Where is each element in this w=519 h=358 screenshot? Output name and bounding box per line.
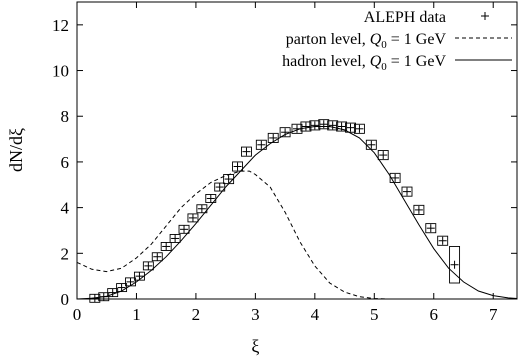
data-point [449,246,461,284]
y-tick-label: 6 [61,153,70,172]
data-point [345,122,356,133]
data-point [425,223,437,234]
series-layer [76,119,518,303]
data-point [389,172,401,183]
data-point [232,161,243,172]
x-tick-label: 6 [430,305,439,324]
error-box [425,223,437,234]
error-box [232,161,243,172]
data-point [142,261,154,271]
plot-frame [76,1,518,300]
data-point [241,146,252,157]
x-tick-label: 4 [311,305,320,324]
error-box [389,172,401,183]
data-point [377,150,389,161]
data-point [255,139,267,150]
data-point [223,174,235,185]
data-point [178,224,190,234]
error-box [353,123,365,134]
data-point [160,242,172,251]
error-box [300,121,312,132]
data-point [327,120,339,131]
x-tick-label: 0 [73,305,82,324]
y-axis-label: dN/dξ [6,128,26,172]
error-box [318,119,330,130]
legend-label: parton level, Q0 = 1 GeV [286,31,447,51]
legend-label: hadron level, Q0 = 1 GeV [282,53,446,73]
error-box [437,235,449,246]
data-point [196,204,208,214]
y-tick-label: 0 [61,290,70,309]
data-point [353,123,365,134]
error-box [413,204,425,215]
x-tick-label: 3 [251,305,260,324]
x-tick-label: 1 [132,305,141,324]
data-point [214,182,226,192]
error-box [255,139,267,150]
error-box [377,150,389,161]
hadron-level-curve [76,126,518,300]
data-point [365,139,377,150]
data-point [413,204,425,215]
legend: ALEPH data parton level, Q0 = 1 GeVhadron… [282,9,512,73]
x-tick-label: 2 [192,305,201,324]
error-box [345,122,356,133]
data-point [151,252,163,262]
error-box [449,246,461,284]
plot-area [76,1,518,300]
error-box [309,120,321,131]
y-tick-label: 8 [61,107,70,126]
x-tick-label: 7 [489,305,498,324]
data-point [279,127,291,138]
data-point [267,132,279,143]
error-box [401,186,413,197]
y-tick-label: 12 [52,16,69,35]
data-point [169,234,181,243]
error-box [241,146,252,157]
error-box [336,121,348,132]
data-point [401,186,413,197]
parton-level-curve [76,170,517,300]
y-tick-label: 2 [61,244,70,263]
data-point [309,120,321,131]
x-axis-label: ξ [251,336,259,356]
x-tick-label: 5 [370,305,379,324]
y-tick-label: 10 [52,62,69,81]
data-point [187,213,199,223]
error-box [267,132,279,143]
data-point [437,235,449,246]
error-box [327,120,339,131]
legend-label: ALEPH data [364,9,446,26]
data-point [300,121,312,132]
y-tick-label: 4 [61,199,70,218]
